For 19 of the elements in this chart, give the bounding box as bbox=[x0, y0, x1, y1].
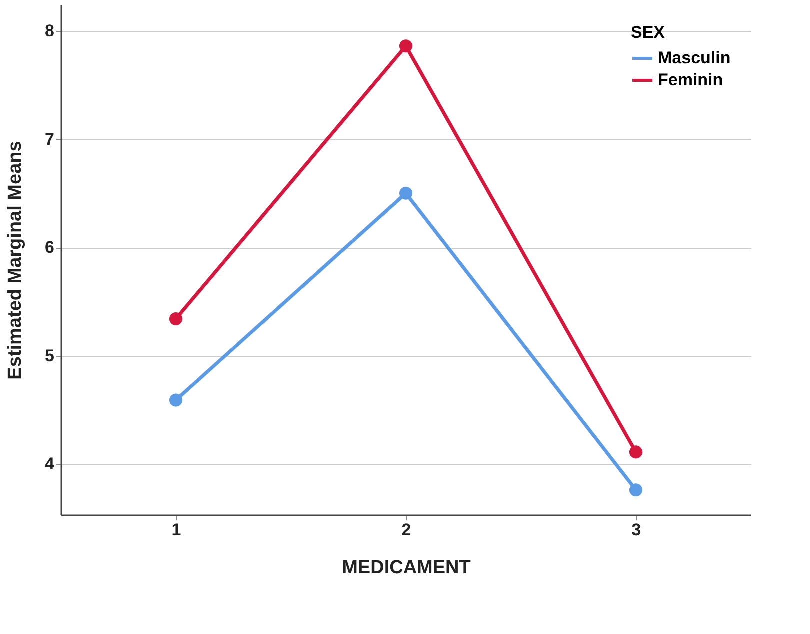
x-tick-label: 2 bbox=[402, 520, 412, 540]
point bbox=[399, 186, 413, 200]
y-tick-label: 8 bbox=[45, 21, 54, 40]
point bbox=[629, 484, 643, 497]
x-tick-label: 1 bbox=[172, 520, 182, 540]
legend-title: SEX bbox=[631, 23, 666, 42]
y-tick-label: 7 bbox=[45, 130, 54, 149]
x-axis-title: MEDICAMENT bbox=[342, 558, 472, 578]
y-tick-label: 5 bbox=[45, 346, 54, 366]
y-axis-title: Estimated Marginal Means bbox=[5, 141, 26, 380]
y-tick-label: 6 bbox=[45, 238, 54, 258]
y-tick-label: 4 bbox=[45, 454, 56, 474]
point bbox=[399, 40, 413, 53]
legend-label: Feminin bbox=[658, 70, 724, 90]
x-tick-label: 3 bbox=[632, 520, 642, 540]
point bbox=[169, 312, 183, 326]
legend-label: Masculin bbox=[658, 48, 731, 68]
point bbox=[169, 394, 183, 407]
point bbox=[629, 446, 643, 459]
